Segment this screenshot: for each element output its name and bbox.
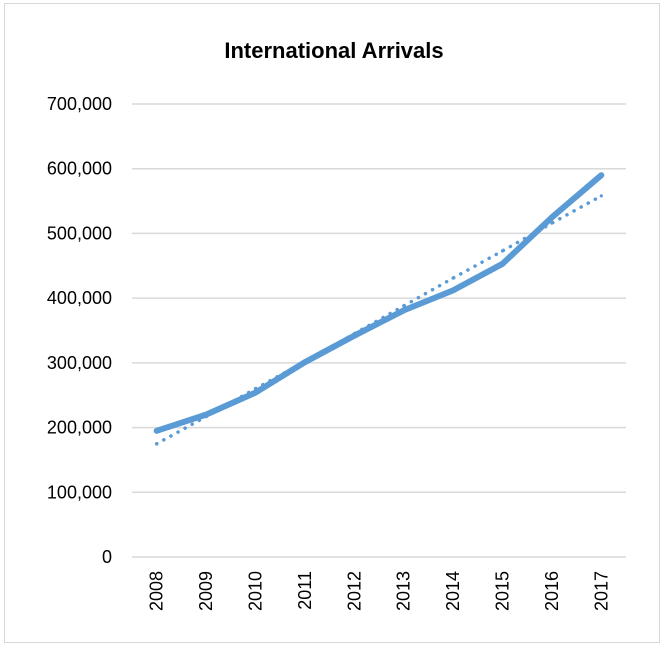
y-tick-label: 0 [102,547,112,567]
x-tick-label: 2015 [493,571,513,611]
y-axis-ticks: 0 100,000 200,000 300,000 400,000 500,000 600,… [47,94,112,567]
y-tick-label: 200,000 [47,418,112,438]
chart-title: International Arrivals [224,38,443,63]
x-tick-label: 2009 [196,571,216,611]
data-point [598,172,605,178]
trendline-point [500,249,505,253]
x-tick-label: 2011 [295,571,315,610]
y-tick-label: 100,000 [47,482,112,502]
series-layer [153,172,605,446]
trendline-point [550,221,554,225]
x-tick-label: 2010 [246,571,266,611]
x-tick-label: 2012 [344,571,364,611]
chart-frame [4,3,660,643]
x-tick-label: 2016 [542,571,562,611]
trendline-point [253,387,258,391]
trendline-point [599,194,603,198]
x-tick-label: 2013 [394,571,414,611]
y-tick-label: 500,000 [47,223,112,243]
data-point [549,214,555,221]
trendline-point [352,332,356,336]
trendline-point [402,304,406,308]
y-tick-label: 600,000 [47,159,112,179]
data-series-line [153,172,605,434]
gridlines [132,103,626,558]
x-axis-ticks: 2008 2009 2010 2011 2012 2013 2014 2015 2016 2017 [147,571,612,611]
data-point [252,389,259,396]
y-tick-label: 700,000 [47,94,112,114]
data-point [499,261,506,267]
data-point [450,287,456,294]
data-point [400,307,407,314]
trendline-point [155,442,159,446]
trendline-point [303,359,307,364]
x-tick-label: 2014 [443,571,463,611]
data-point [153,428,160,434]
x-tick-label: 2017 [591,571,611,611]
y-tick-label: 400,000 [47,288,112,308]
trendline-point [204,414,208,419]
y-tick-label: 300,000 [47,353,112,373]
trendline-point [451,276,455,280]
x-tick-label: 2008 [147,571,167,611]
